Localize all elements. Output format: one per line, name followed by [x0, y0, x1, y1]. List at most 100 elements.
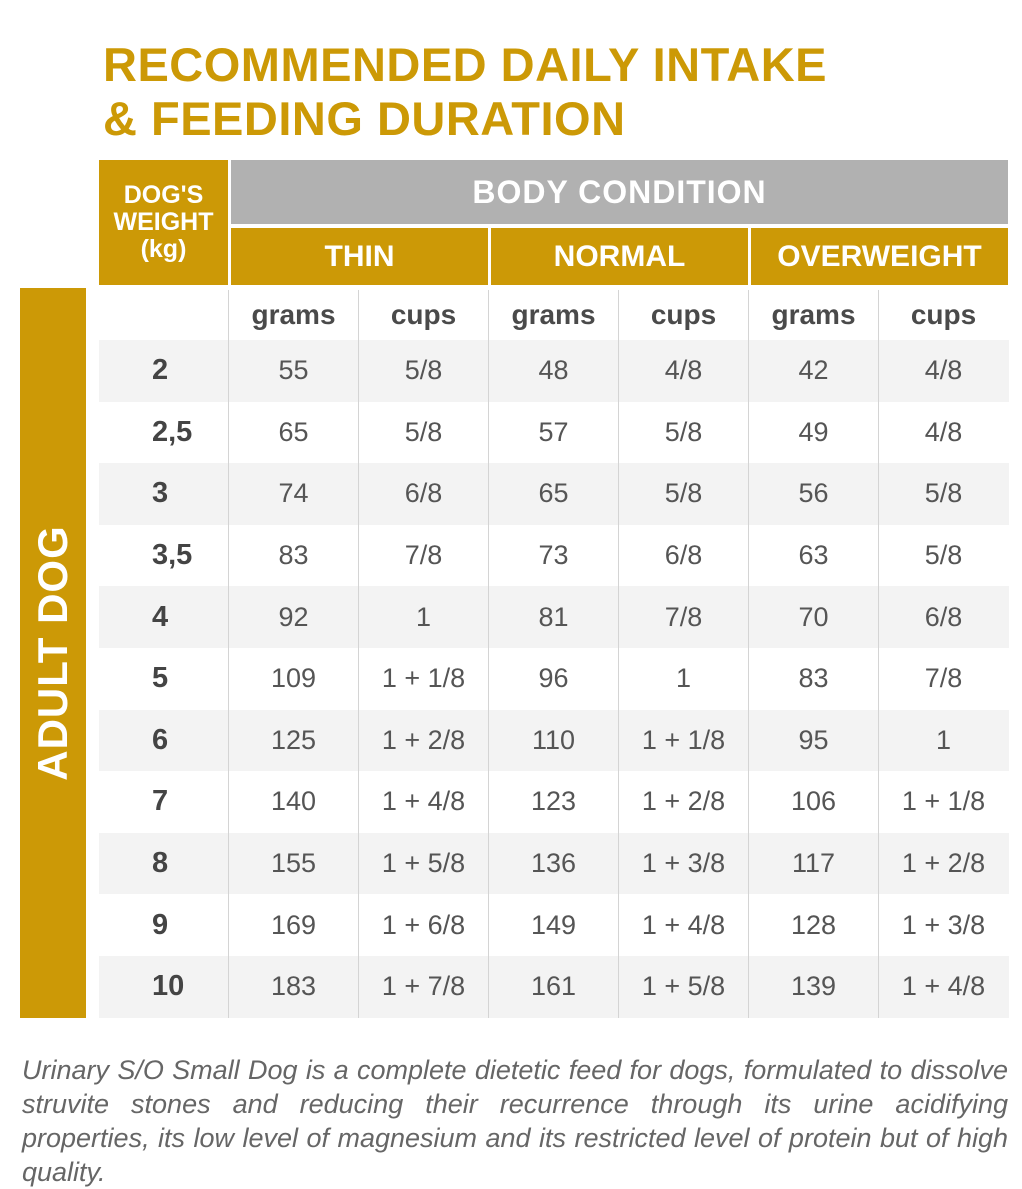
value-cell: 56 [748, 463, 878, 525]
value-cell: 49 [748, 401, 878, 464]
value-cell: 74 [228, 463, 358, 525]
value-cell: 83 [748, 647, 878, 710]
weight-cell: 6 [152, 723, 169, 756]
table-row: 7 140 1 + 4/8 123 1 + 2/8 106 1 + 1/8 [99, 771, 1009, 833]
value-cell: 1 [878, 709, 1008, 772]
table-row: 10 183 1 + 7/8 161 1 + 5/8 139 1 + 4/8 [99, 955, 1009, 1018]
table-row: 3,5 83 7/8 73 6/8 63 5/8 [99, 524, 1009, 587]
value-cell: 1 + 3/8 [618, 832, 748, 895]
value-cell: 1 + 5/8 [358, 832, 488, 895]
units-row: grams cups grams cups grams cups [99, 290, 1009, 340]
value-cell: 1 + 1/8 [878, 771, 1008, 833]
value-cell: 70 [748, 586, 878, 648]
empty-cell [99, 290, 228, 340]
value-cell: 95 [748, 709, 878, 772]
value-cell: 139 [748, 955, 878, 1018]
value-cell: 5/8 [358, 401, 488, 464]
value-cell: 81 [488, 586, 618, 648]
value-cell: 1 + 7/8 [358, 955, 488, 1018]
weight-cell: 8 [152, 847, 169, 880]
value-cell: 65 [488, 463, 618, 525]
value-cell: 183 [228, 955, 358, 1018]
value-cell: 5/8 [618, 401, 748, 464]
table-row: 6 125 1 + 2/8 110 1 + 1/8 95 1 [99, 709, 1009, 772]
value-cell: 5/8 [618, 463, 748, 525]
weight-cell: 2 [152, 354, 169, 387]
weight-cell: 10 [152, 970, 185, 1003]
value-cell: 1 + 1/8 [618, 709, 748, 772]
table-row: 2 55 5/8 48 4/8 42 4/8 [99, 340, 1009, 402]
value-cell: 140 [228, 771, 358, 833]
body-condition-header: BODY CONDITION [231, 160, 1008, 224]
value-cell: 57 [488, 401, 618, 464]
value-cell: 128 [748, 894, 878, 956]
title-line-2: & FEEDING DURATION [103, 92, 626, 145]
value-cell: 1 + 6/8 [358, 894, 488, 956]
value-cell: 83 [228, 524, 358, 587]
value-cell: 65 [228, 401, 358, 464]
weight-cell: 4 [152, 600, 169, 633]
value-cell: 136 [488, 832, 618, 895]
weight-column-header: DOG'S WEIGHT (kg) [99, 160, 228, 285]
value-cell: 4/8 [878, 401, 1008, 464]
value-cell: 109 [228, 647, 358, 710]
weight-header-text: DOG'S WEIGHT (kg) [113, 181, 214, 263]
page-title: RECOMMENDED DAILY INTAKE & FEEDING DURAT… [103, 38, 827, 146]
weight-cell: 9 [152, 908, 169, 941]
weight-cell: 2,5 [152, 415, 193, 448]
unit-header: cups [878, 290, 1008, 340]
unit-header: grams [488, 290, 618, 340]
value-cell: 73 [488, 524, 618, 587]
value-cell: 155 [228, 832, 358, 895]
value-cell: 1 [358, 586, 488, 648]
value-cell: 92 [228, 586, 358, 648]
value-cell: 1 + 2/8 [618, 771, 748, 833]
value-cell: 106 [748, 771, 878, 833]
adult-dog-text: ADULT DOG [29, 525, 76, 781]
value-cell: 5/8 [358, 340, 488, 402]
table-row: 2,5 65 5/8 57 5/8 49 4/8 [99, 401, 1009, 464]
weight-cell: 3 [152, 477, 169, 510]
value-cell: 1 + 5/8 [618, 955, 748, 1018]
value-cell: 161 [488, 955, 618, 1018]
value-cell: 4/8 [878, 340, 1008, 402]
value-cell: 1 [618, 647, 748, 710]
value-cell: 6/8 [878, 586, 1008, 648]
value-cell: 5/8 [878, 463, 1008, 525]
condition-thin-header: THIN [231, 228, 488, 285]
value-cell: 1 + 4/8 [618, 894, 748, 956]
value-cell: 42 [748, 340, 878, 402]
table-row: 4 92 1 81 7/8 70 6/8 [99, 586, 1009, 648]
value-cell: 6/8 [358, 463, 488, 525]
weight-cell: 5 [152, 662, 169, 695]
unit-header: cups [358, 290, 488, 340]
value-cell: 1 + 3/8 [878, 894, 1008, 956]
value-cell: 5/8 [878, 524, 1008, 587]
adult-dog-side-label: ADULT DOG [20, 288, 86, 1018]
value-cell: 123 [488, 771, 618, 833]
value-cell: 96 [488, 647, 618, 710]
value-cell: 6/8 [618, 524, 748, 587]
value-cell: 149 [488, 894, 618, 956]
value-cell: 1 + 1/8 [358, 647, 488, 710]
value-cell: 1 + 2/8 [358, 709, 488, 772]
condition-overweight-header: OVERWEIGHT [751, 228, 1008, 285]
unit-header: cups [618, 290, 748, 340]
table-row: 9 169 1 + 6/8 149 1 + 4/8 128 1 + 3/8 [99, 894, 1009, 956]
table-row: 3 74 6/8 65 5/8 56 5/8 [99, 463, 1009, 525]
value-cell: 1 + 2/8 [878, 832, 1008, 895]
table-row: 8 155 1 + 5/8 136 1 + 3/8 117 1 + 2/8 [99, 832, 1009, 895]
feeding-table: grams cups grams cups grams cups 2 55 5/8 48 4/8 42… [99, 290, 1009, 1018]
condition-normal-header: NORMAL [491, 228, 748, 285]
value-cell: 169 [228, 894, 358, 956]
unit-header: grams [748, 290, 878, 340]
unit-header: grams [228, 290, 358, 340]
value-cell: 7/8 [618, 586, 748, 648]
value-cell: 117 [748, 832, 878, 895]
value-cell: 63 [748, 524, 878, 587]
weight-cell: 7 [152, 785, 169, 818]
table-row: 5 109 1 + 1/8 96 1 83 7/8 [99, 647, 1009, 710]
value-cell: 7/8 [358, 524, 488, 587]
value-cell: 110 [488, 709, 618, 772]
value-cell: 4/8 [618, 340, 748, 402]
